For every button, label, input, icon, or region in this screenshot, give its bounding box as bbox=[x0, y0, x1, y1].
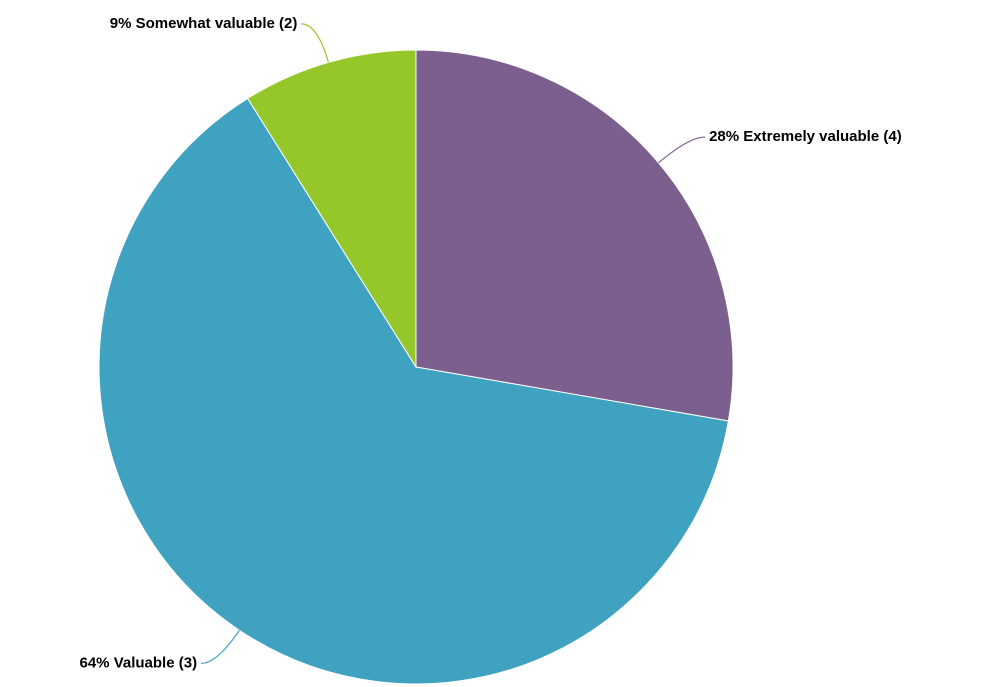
value-label: 64% bbox=[80, 654, 110, 671]
category-label: Valuable (3) bbox=[114, 654, 197, 671]
category-label: Somewhat valuable (2) bbox=[136, 15, 298, 32]
category-label: Extremely valuable (4) bbox=[743, 128, 901, 145]
pie-slice bbox=[415, 49, 734, 422]
data-label: 64% Valuable (3) bbox=[80, 654, 198, 671]
leader-line bbox=[301, 23, 329, 63]
value-label: 28% bbox=[709, 128, 739, 145]
leader-line bbox=[201, 629, 240, 665]
value-label: 9% bbox=[110, 15, 132, 32]
leader-line bbox=[658, 136, 706, 164]
data-label: 9% Somewhat valuable (2) bbox=[110, 15, 298, 32]
data-label: 28% Extremely valuable (4) bbox=[709, 128, 902, 145]
